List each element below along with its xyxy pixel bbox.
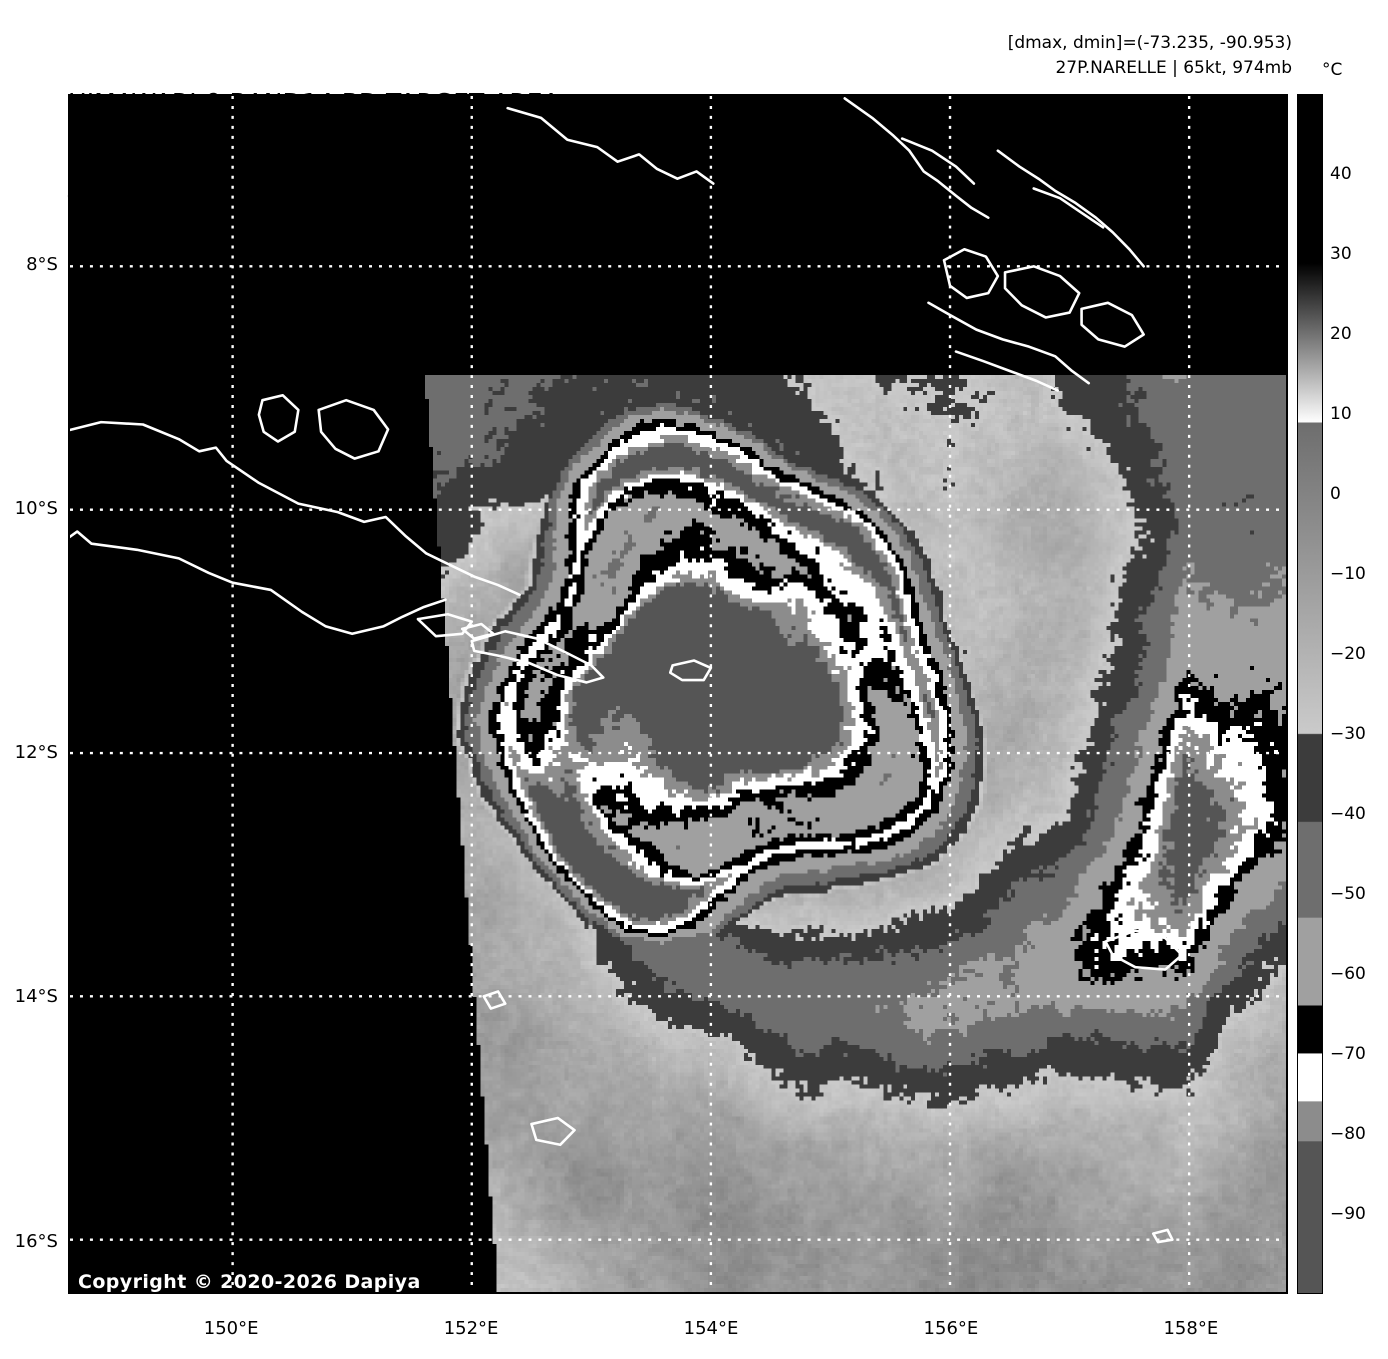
colorbar-tick-label: 20 [1330, 324, 1352, 344]
coastline-path [942, 247, 1000, 300]
colorbar-tick-label: −10 [1330, 564, 1366, 584]
coastline-path [1032, 187, 1105, 229]
coastline-path [1080, 301, 1145, 348]
colorbar-tick-label: −90 [1330, 1204, 1366, 1224]
coastline-path [927, 301, 1091, 385]
colorbar-tick-label: 40 [1330, 164, 1352, 184]
coastline-path [257, 394, 300, 443]
lon-tick-label: 152°E [443, 1318, 499, 1339]
coastline-path [317, 398, 390, 460]
coastline-path [506, 106, 715, 185]
coastline-path [470, 630, 605, 684]
colorbar-tick-label: 30 [1330, 244, 1352, 264]
colorbar-tick-label: −30 [1330, 724, 1366, 744]
lon-tick-label: 154°E [683, 1318, 739, 1339]
coastline-path [900, 137, 976, 185]
lat-tick-label: 12°S [14, 742, 58, 764]
coastline-path [954, 350, 1059, 392]
colorbar-tick-label: −20 [1330, 644, 1366, 664]
header-right-block: [dmax, dmin]=(-73.235, -90.953) 27P.NARE… [1008, 31, 1292, 81]
gridline-layer [70, 96, 1286, 1292]
colorbar-tick-label: −70 [1330, 1044, 1366, 1064]
coastline-path [530, 1116, 576, 1147]
lon-tick-label: 158°E [1163, 1318, 1219, 1339]
coastline-path [1003, 265, 1081, 319]
copyright-notice: Copyright © 2020-2026 Dapiya [78, 1271, 421, 1293]
storm-info-readout: 27P.NARELLE | 65kt, 974mb [1055, 58, 1292, 78]
coastline-path [482, 990, 507, 1010]
coastline-path [460, 622, 495, 640]
coastline-layer [70, 97, 1184, 1244]
coastline-path [996, 149, 1145, 268]
colorbar-gradient [1298, 95, 1322, 1293]
colorbar-tick-label: −50 [1330, 884, 1366, 904]
map-overlay [70, 96, 1286, 1292]
coastline-path [416, 612, 474, 638]
lat-tick-label: 10°S [14, 498, 58, 520]
coastline-path [1151, 1228, 1174, 1244]
coastline-path [843, 97, 990, 219]
colorbar-tick-label: 10 [1330, 404, 1352, 424]
coastline-path [1104, 929, 1184, 971]
lon-tick-label: 150°E [203, 1318, 259, 1339]
lat-tick-label: 16°S [14, 1230, 58, 1252]
coastline-path [70, 420, 521, 597]
satellite-image-plot[interactable] [68, 94, 1288, 1294]
colorbar-tick-label: −60 [1330, 964, 1366, 984]
satellite-imagery-canvas [70, 96, 1286, 1292]
colorbar-tick-label: −80 [1330, 1124, 1366, 1144]
colorbar-tick-label: 0 [1330, 484, 1341, 504]
lat-tick-label: 14°S [14, 986, 58, 1008]
lon-tick-label: 156°E [923, 1318, 979, 1339]
data-minmax-readout: [dmax, dmin]=(-73.235, -90.953) [1007, 33, 1292, 53]
coastline-path [70, 530, 447, 636]
colorbar-tick-label: −40 [1330, 804, 1366, 824]
colorbar[interactable] [1297, 94, 1323, 1294]
coastline-path [668, 659, 713, 682]
colorbar-unit-label: °C [1322, 60, 1343, 80]
lat-tick-label: 8°S [26, 253, 58, 275]
